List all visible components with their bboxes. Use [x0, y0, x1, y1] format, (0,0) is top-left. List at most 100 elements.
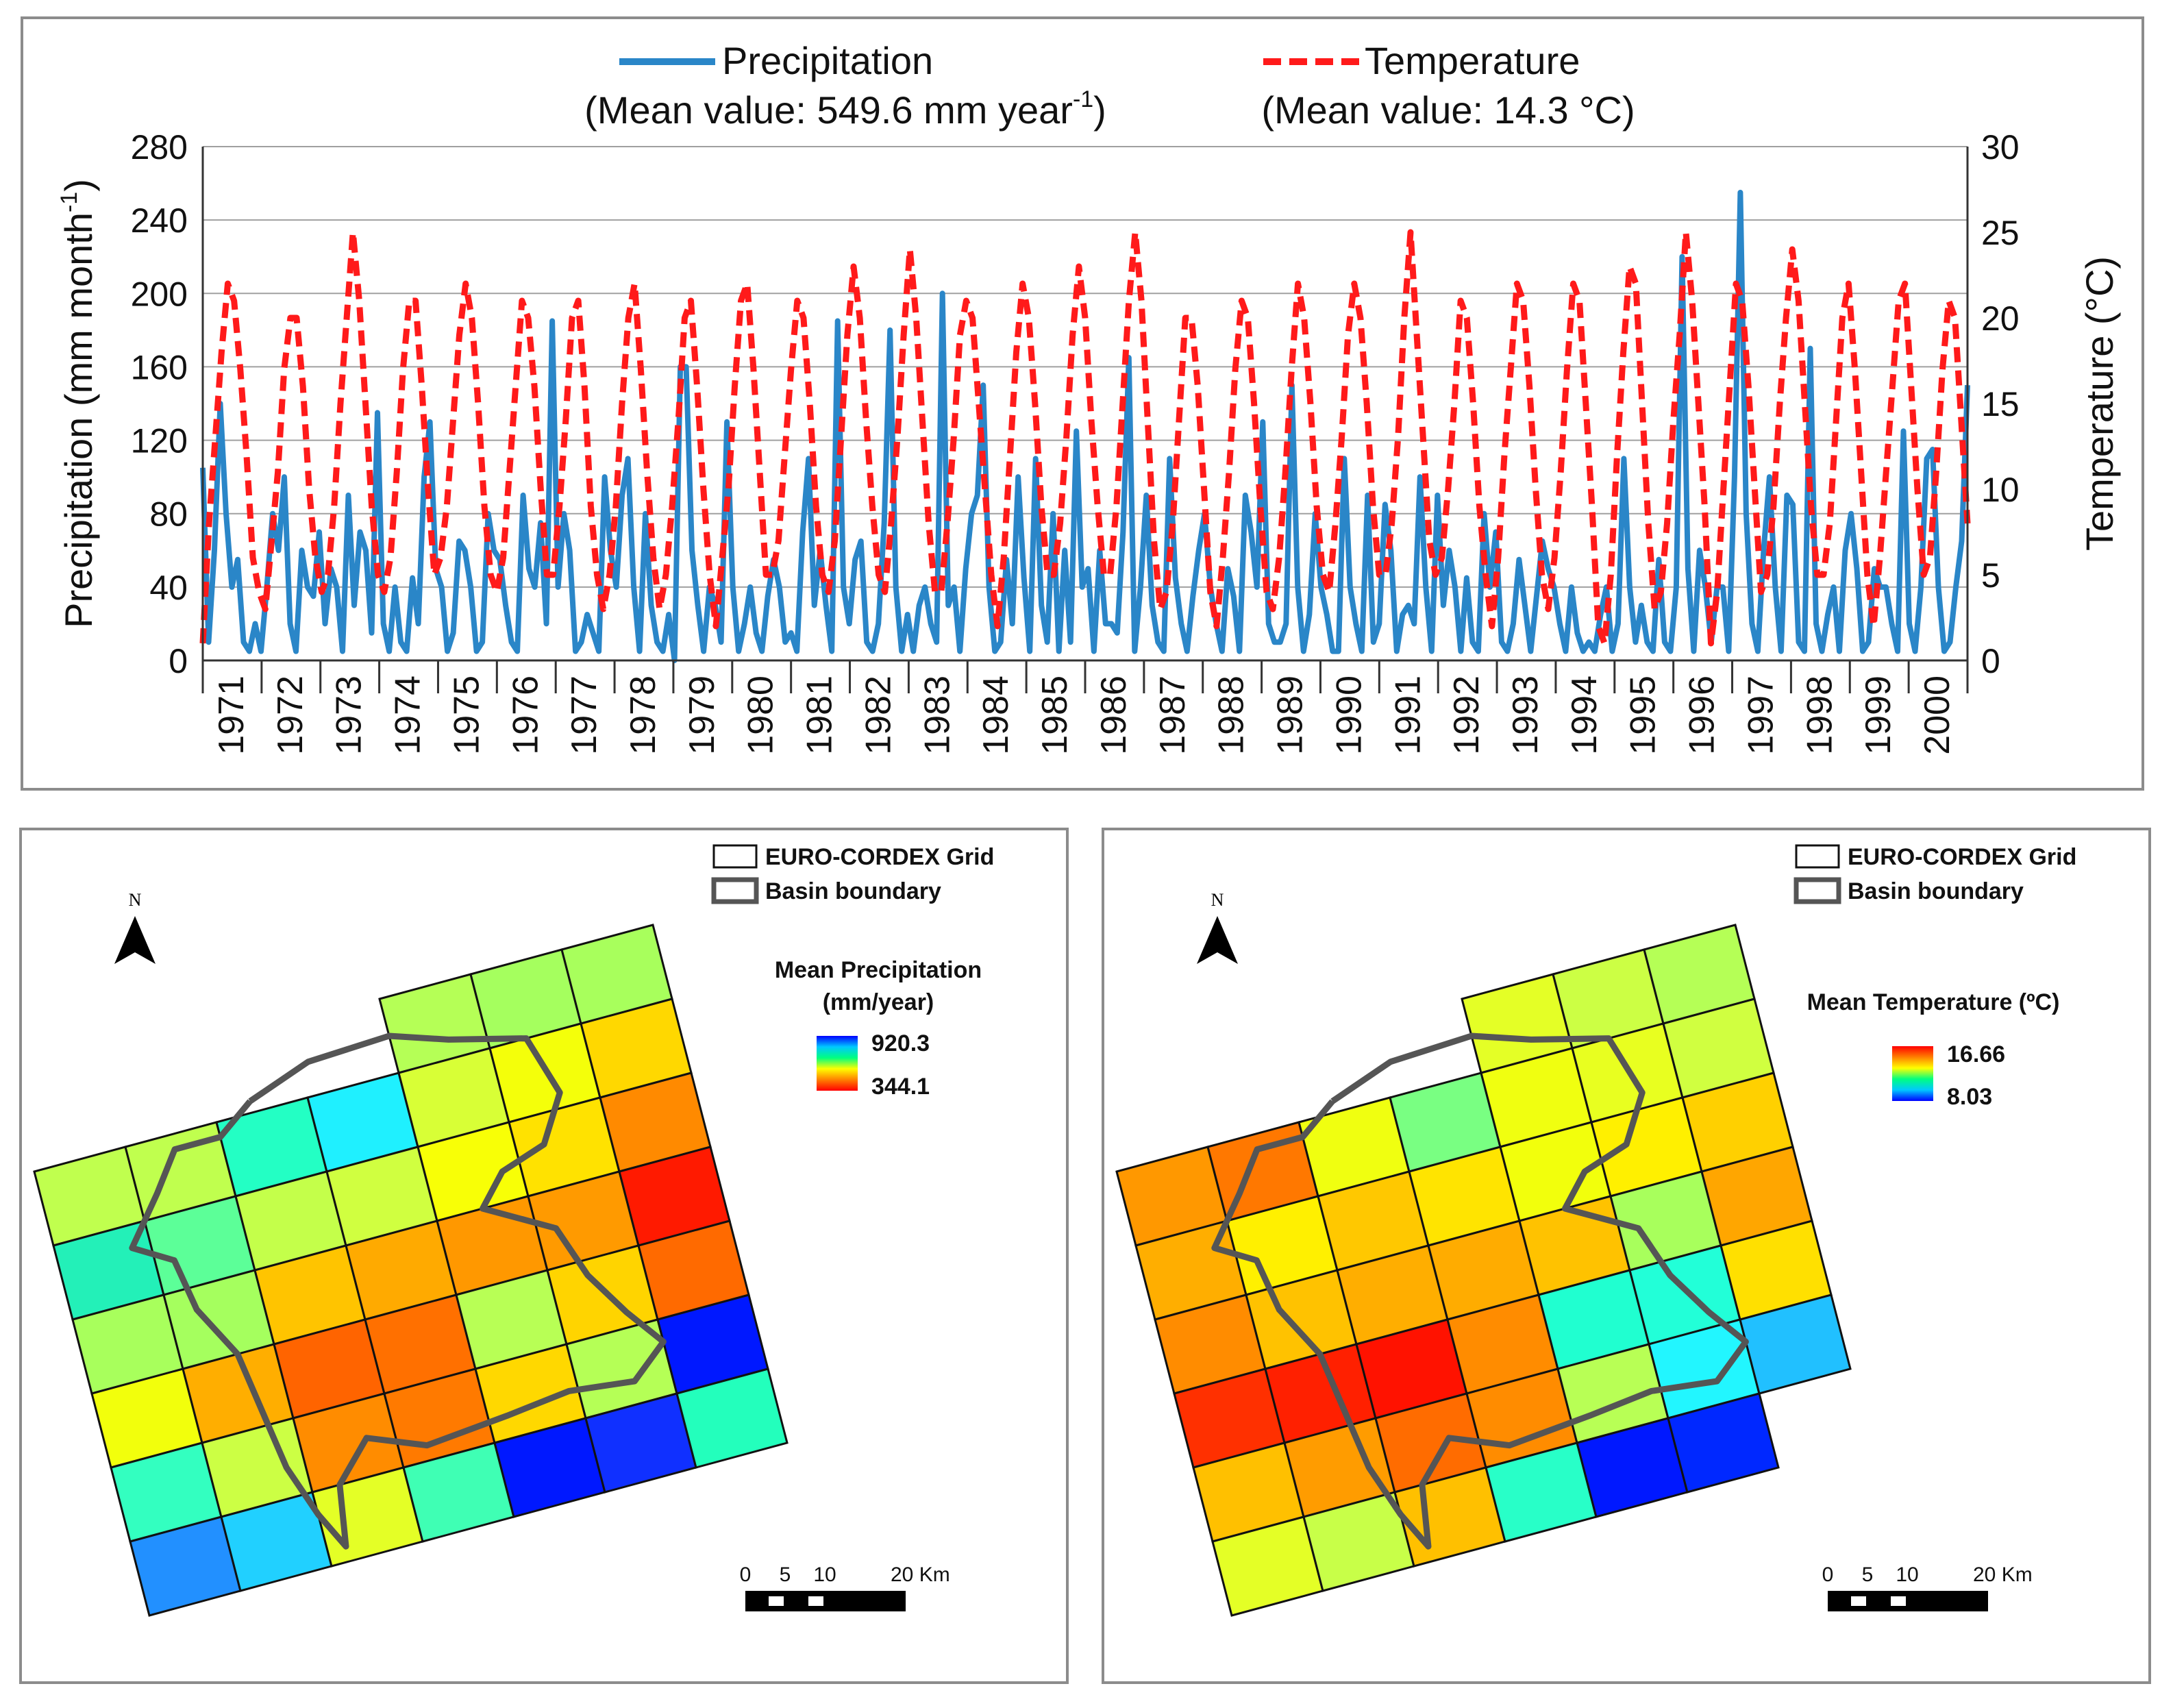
basin-boundary-outline	[1211, 1032, 1749, 1550]
series-lines	[199, 190, 1971, 663]
scale-bar-label: 0	[740, 1563, 752, 1586]
scale-min-label: 8.03	[1947, 1084, 1992, 1110]
y-tick-left: 0	[169, 642, 188, 680]
x-tick-label: 1998	[1800, 676, 1839, 755]
x-tick-label: 1973	[330, 676, 369, 755]
scale-bar-label: 10	[1896, 1563, 1918, 1586]
y-tick-left: 280	[131, 128, 188, 166]
x-tick-label: 1993	[1506, 676, 1545, 755]
x-tick-label: 2000	[1917, 676, 1957, 755]
north-arrow-icon	[114, 916, 156, 964]
x-tick-label: 1981	[800, 676, 840, 755]
axes: 0 40 80 120 160 200 240 280 0 5 10 15 20 25 30 1971 1972…	[56, 128, 2121, 755]
x-tick-label: 1980	[741, 676, 781, 755]
basin-legend-swatch	[1793, 877, 1841, 904]
grid-legend-label: EURO-CORDEX Grid	[765, 844, 994, 870]
scale-bar-segment	[808, 1596, 823, 1606]
scale-bar-segment	[769, 1596, 784, 1606]
x-tick-label: 1976	[506, 676, 545, 755]
scale-bar-label: 20 Km	[891, 1563, 950, 1586]
y-tick-left: 80	[149, 495, 188, 534]
x-tick-label: 1983	[917, 676, 957, 755]
basin-legend-label: Basin boundary	[765, 878, 941, 904]
scale-title: Mean Temperature (ºC)	[1807, 989, 2060, 1015]
x-tick-label: 1982	[858, 676, 898, 755]
colour-scale-bar	[1892, 1046, 1933, 1101]
precipitation-map-panel: N EURO-CORDEX Grid Basin boundary Mean Prec…	[19, 828, 1069, 1684]
x-tick-label: 1996	[1683, 676, 1722, 755]
north-label: N	[129, 890, 142, 910]
x-tick-label: 1988	[1212, 676, 1252, 755]
grid-cell	[1667, 1392, 1780, 1494]
grid-cell	[1739, 1294, 1852, 1395]
temperature-mean-label: (Mean value: 14.3 °C)	[1261, 88, 1635, 132]
x-tick-label: 1997	[1741, 676, 1780, 755]
x-tick-label: 1987	[1153, 676, 1193, 755]
precipitation-mean-label: (Mean value: 549.6 mm year-1)	[584, 86, 1106, 132]
y-tick-left: 160	[131, 348, 188, 386]
basin-legend-label: Basin boundary	[1848, 878, 2024, 904]
x-tick-label: 1975	[447, 676, 486, 755]
x-tick-label: 1978	[623, 676, 663, 755]
x-tick-label: 1979	[682, 676, 722, 755]
precipitation-legend-label: Precipitation	[722, 39, 933, 82]
temperature-map: N EURO-CORDEX Grid Basin boundary Mean Temp…	[1115, 844, 2076, 1617]
y-tick-right: 25	[1981, 214, 2020, 252]
y-tick-right: 30	[1981, 128, 2020, 166]
y-tick-right: 5	[1981, 556, 2000, 595]
scale-max-label: 920.3	[871, 1030, 930, 1056]
scale-title: Mean Precipitation	[775, 957, 982, 983]
x-tick-label: 1972	[271, 676, 310, 755]
y-tick-right: 0	[1981, 642, 2000, 680]
time-series-chart: 0 40 80 120 160 200 240 280 0 5 10 15 20 25 30 1971 1972…	[56, 39, 2121, 755]
scale-bar-label: 0	[1822, 1563, 1834, 1586]
grid-cells	[1115, 924, 1852, 1617]
y-tick-right: 20	[1981, 299, 2020, 338]
y-tick-right: 15	[1981, 385, 2020, 423]
x-tick-label: 1992	[1447, 676, 1487, 755]
scale-bar-label: 10	[813, 1563, 836, 1586]
precipitation-series-line	[200, 190, 1970, 663]
time-series-panel: 0 40 80 120 160 200 240 280 0 5 10 15 20 25 30 1971 1972…	[21, 16, 2144, 791]
colour-scale-bar	[817, 1036, 858, 1091]
north-label: N	[1211, 890, 1224, 910]
scale-units: (mm/year)	[823, 989, 934, 1015]
grid-legend-swatch	[1795, 844, 1840, 869]
x-tick-label: 1999	[1859, 676, 1898, 755]
scale-bar-label: 5	[1862, 1563, 1874, 1586]
temperature-legend-label: Temperature	[1365, 39, 1580, 82]
basin-boundary-outline	[129, 1032, 667, 1550]
scale-max-label: 16.66	[1947, 1041, 2005, 1067]
x-tick-label: 1971	[212, 676, 251, 755]
y-axis-left-label: Precipitation (mm month-1)	[56, 179, 100, 628]
scale-bar-label: 5	[780, 1563, 791, 1586]
x-tick-label: 1991	[1388, 676, 1428, 755]
x-tick-label: 1985	[1035, 676, 1075, 755]
y-tick-right: 10	[1981, 471, 2020, 509]
x-tick-label: 1994	[1565, 676, 1604, 755]
x-tick-label: 1974	[388, 676, 428, 755]
x-tick-label: 1977	[564, 676, 604, 755]
north-arrow-icon	[1197, 916, 1238, 964]
legend: Precipitation(Mean value: 549.6 mm year-…	[584, 39, 1635, 132]
grid-legend-swatch	[712, 844, 758, 869]
scale-bar-label: 20 Km	[1973, 1563, 2033, 1586]
y-tick-left: 120	[131, 422, 188, 460]
y-tick-left: 40	[149, 569, 188, 607]
grid-cells	[33, 924, 789, 1617]
x-tick-label: 1995	[1624, 676, 1663, 755]
scale-bar-segment	[1851, 1596, 1866, 1606]
x-tick-label: 1990	[1329, 676, 1369, 755]
x-tick-label: 1989	[1271, 676, 1311, 755]
y-tick-left: 240	[131, 201, 188, 240]
temperature-map-panel: N EURO-CORDEX Grid Basin boundary Mean Temp…	[1102, 828, 2151, 1684]
y-axis-right-label: Temperature (°C)	[2078, 256, 2121, 551]
x-tick-label: 1986	[1094, 676, 1134, 755]
x-tick-label: 1984	[976, 676, 1016, 755]
scale-min-label: 344.1	[871, 1074, 930, 1100]
grid-legend-label: EURO-CORDEX Grid	[1848, 844, 2076, 870]
scale-bar-segment	[1891, 1596, 1906, 1606]
precipitation-map: N EURO-CORDEX Grid Basin boundary Mean Prec…	[33, 844, 994, 1617]
y-tick-left: 200	[131, 275, 188, 313]
basin-legend-swatch	[711, 877, 759, 904]
